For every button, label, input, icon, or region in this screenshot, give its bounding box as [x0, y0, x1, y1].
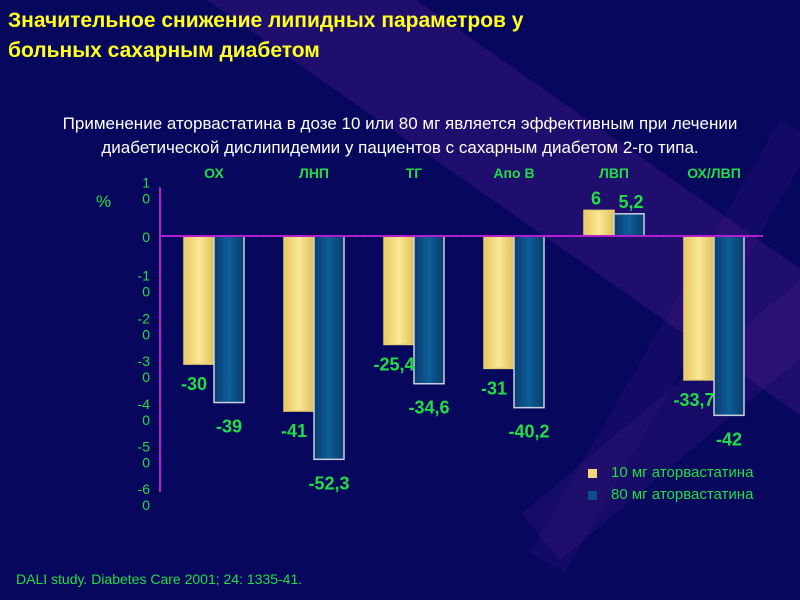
bar-80mg [213, 235, 245, 404]
legend-item-10mg: 10 мг аторвастатина [588, 462, 753, 484]
y-tick-label: -5 [138, 439, 151, 455]
bar-10mg [283, 235, 315, 412]
bar-10mg [583, 209, 615, 237]
y-tick-label: 0 [142, 412, 150, 428]
bar-10mg [683, 235, 715, 381]
slide-subtitle: Применение аторвастатина в дозе 10 или 8… [0, 112, 800, 160]
data-label: -33,7 [673, 390, 714, 410]
y-tick-label: -6 [138, 481, 151, 497]
y-tick-label: 0 [142, 369, 150, 385]
category-label: ОХ/ЛВП [687, 165, 741, 181]
y-tick-label: 1 [142, 174, 150, 190]
y-tick-label: 0 [142, 455, 150, 471]
citation: DALI study. Diabetes Care 2001; 24: 1335… [16, 571, 303, 587]
y-tick-label: -2 [138, 310, 151, 326]
category-label: ОХ [204, 165, 224, 181]
y-tick-label: -1 [138, 268, 151, 284]
legend-swatch-80mg [588, 490, 597, 500]
category-label: ЛВП [599, 165, 629, 181]
y-tick-label: -4 [138, 396, 151, 412]
slide-title: Значительное снижение липидных параметро… [8, 6, 523, 66]
y-axis-label: % [96, 192, 111, 211]
subtitle-line-2: диабетической дислипидемии у пациентов с… [101, 138, 699, 157]
legend-label-10mg: 10 мг аторвастатина [611, 464, 754, 481]
bar-80mg [513, 235, 545, 409]
bar-80mg [413, 235, 445, 385]
bar-80mg [313, 235, 345, 461]
legend: 10 мг аторвастатина 80 мг аторвастатина [588, 462, 753, 506]
bar-10mg [483, 235, 515, 370]
y-tick-label: 0 [142, 229, 150, 245]
bar-80mg [713, 235, 745, 417]
data-label: -42 [716, 429, 742, 449]
bar-10mg [383, 235, 415, 346]
category-label: Апо В [493, 165, 534, 181]
data-label: 6 [591, 188, 601, 208]
bar-10mg [183, 235, 215, 365]
y-tick-label: 0 [142, 284, 150, 300]
legend-swatch-10mg [588, 468, 597, 478]
data-label: -31 [481, 378, 507, 398]
subtitle-line-1: Применение аторвастатина в дозе 10 или 8… [62, 114, 738, 133]
data-label: 5,2 [618, 192, 643, 212]
bar-80mg [613, 213, 645, 237]
title-line-2: больных сахарным диабетом [8, 39, 320, 62]
data-label: -30 [181, 374, 207, 394]
data-label: -40,2 [508, 422, 549, 442]
category-label: ЛНП [299, 165, 329, 181]
legend-item-80mg: 80 мг аторвастатина [588, 484, 753, 506]
data-label: -39 [216, 417, 242, 437]
data-label: -52,3 [308, 473, 349, 493]
y-tick-label: 0 [142, 497, 150, 513]
y-tick-label: -3 [138, 353, 151, 369]
title-line-1: Значительное снижение липидных параметро… [8, 9, 524, 32]
data-label: -34,6 [408, 398, 449, 418]
data-label: -25,4 [373, 354, 414, 374]
y-tick-label: 0 [142, 190, 150, 206]
legend-label-80mg: 80 мг аторвастатина [611, 486, 754, 503]
y-tick-label: 0 [142, 326, 150, 342]
data-label: -41 [281, 421, 307, 441]
category-label: ТГ [406, 165, 423, 181]
